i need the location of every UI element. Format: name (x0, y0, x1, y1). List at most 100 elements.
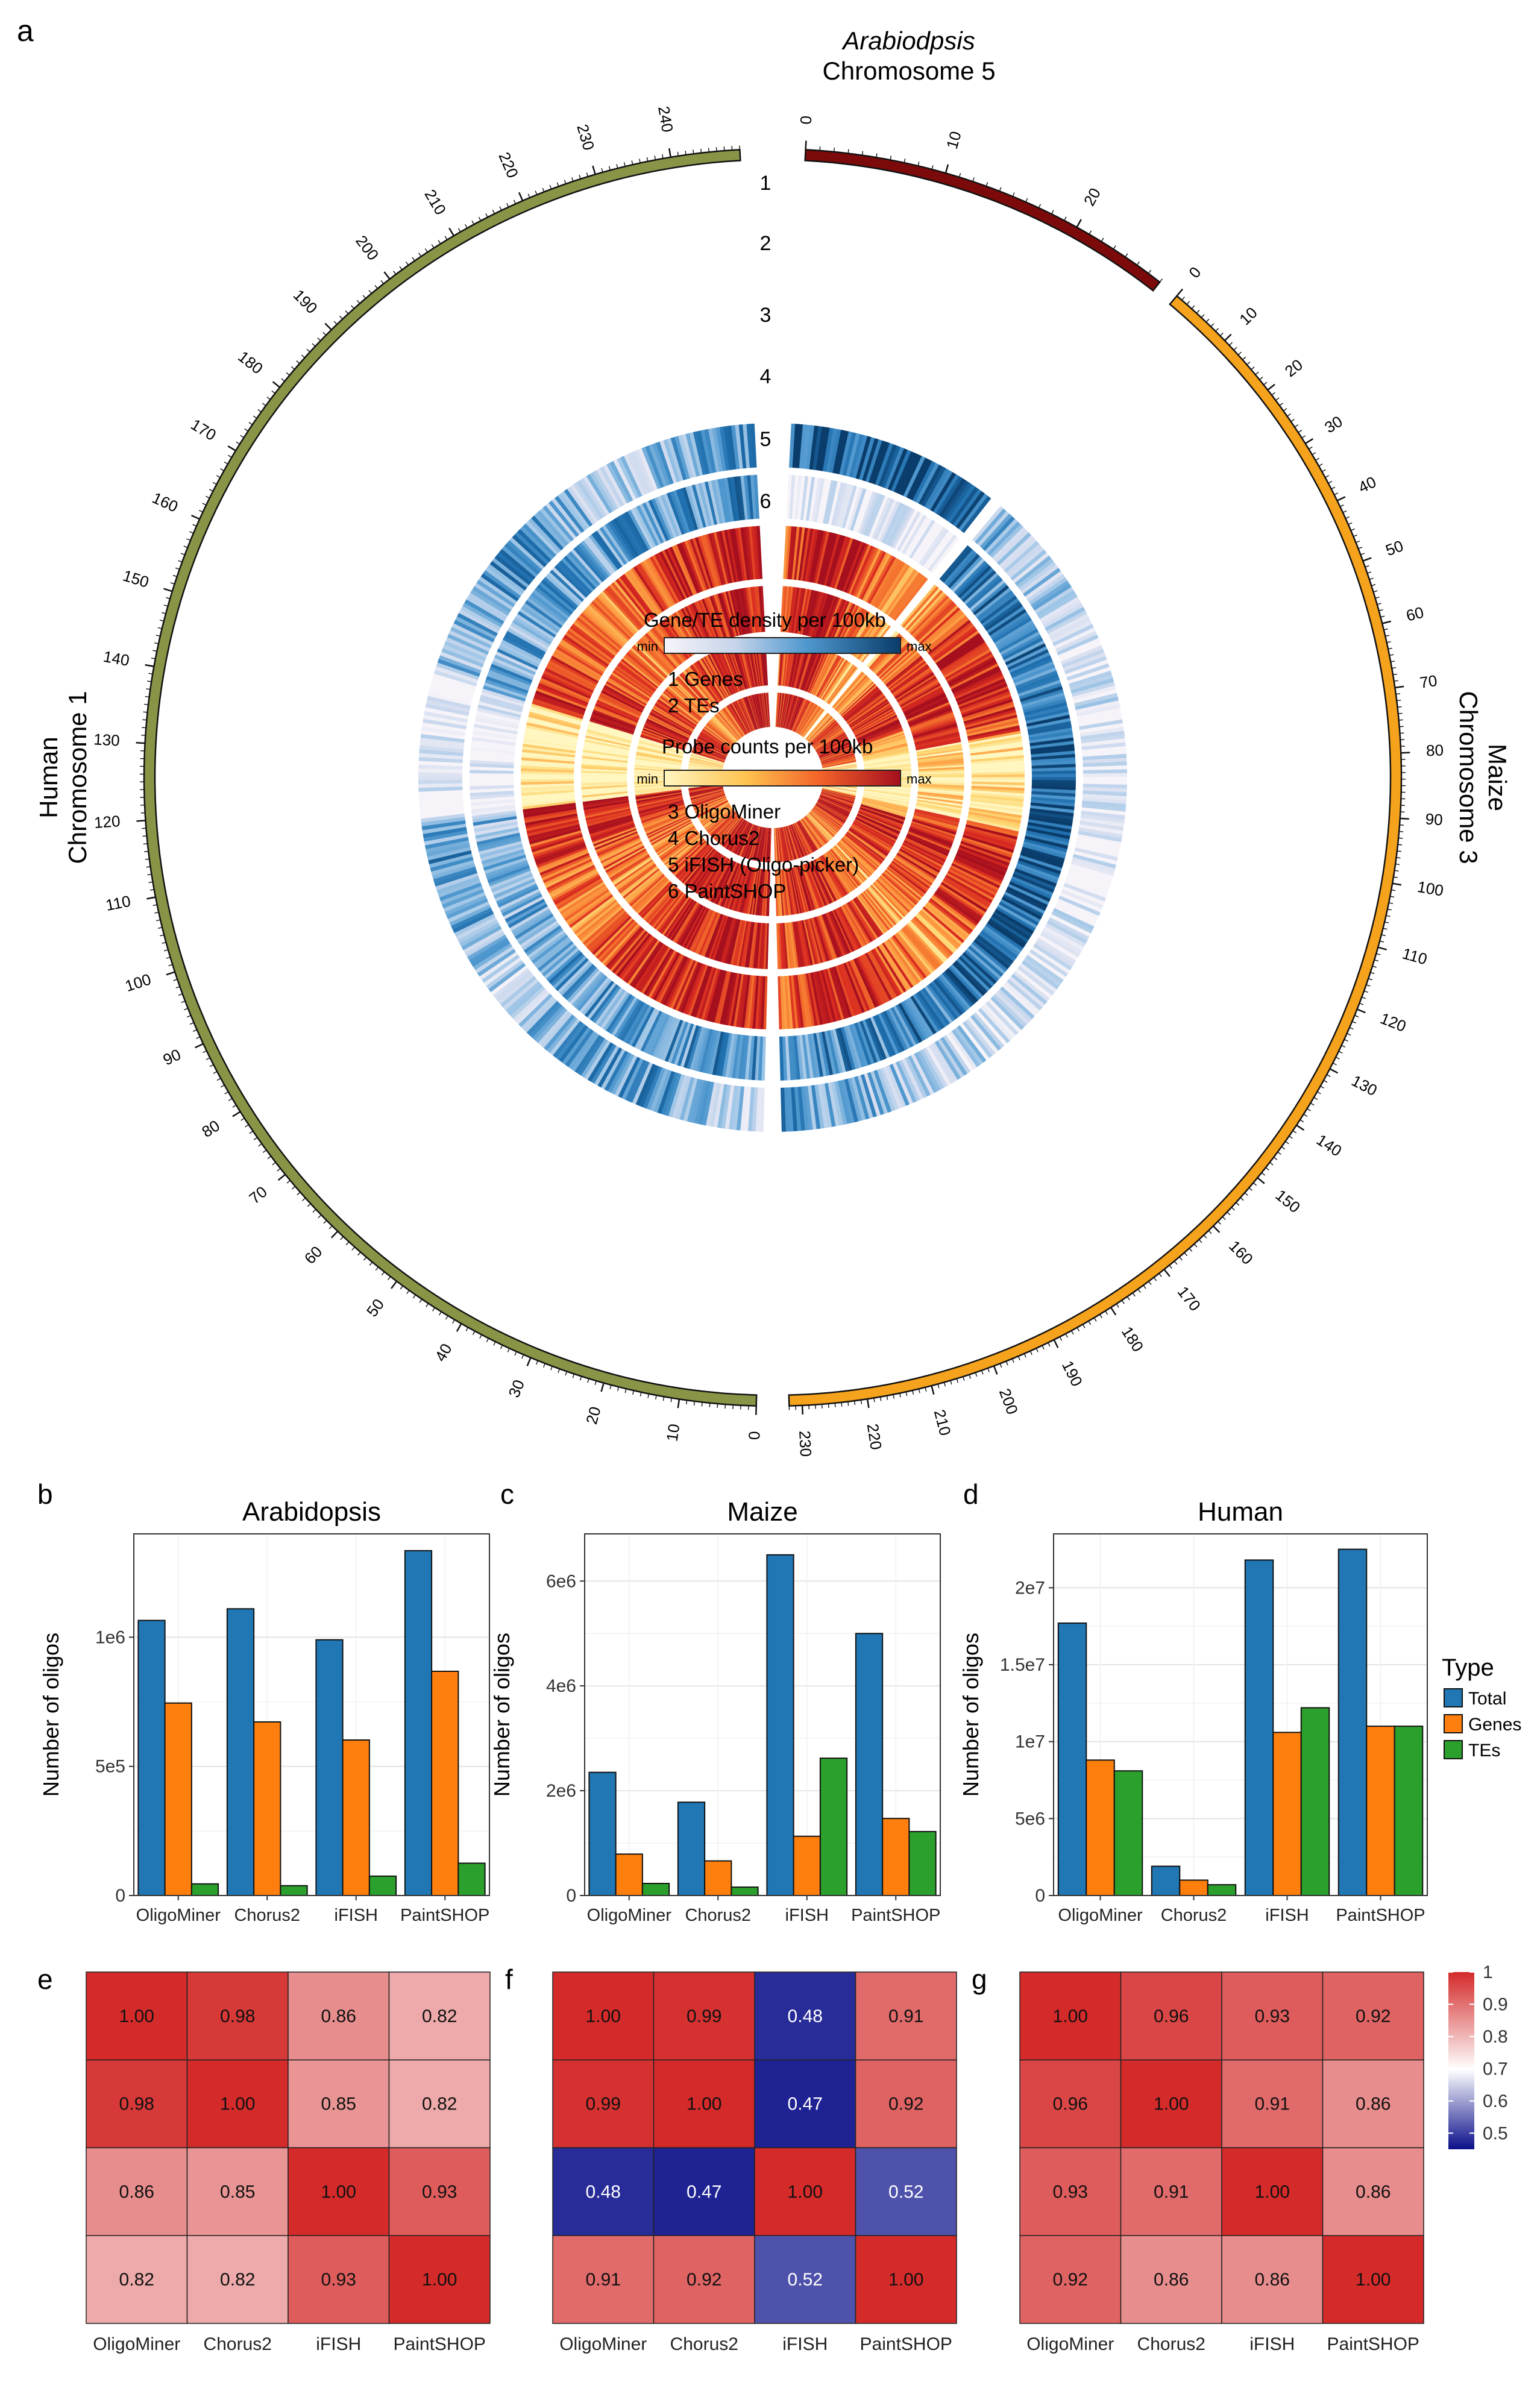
circos-bin (460, 606, 501, 630)
circos-tick (1399, 831, 1404, 832)
circos-bin (602, 524, 630, 564)
bar-chart-y-tick-label: 4e6 (546, 1676, 576, 1696)
heatmap-cell (1120, 2059, 1222, 2149)
circos-bin (592, 985, 621, 1023)
circos-bin (738, 588, 748, 635)
circos-bin (756, 827, 764, 861)
circos-bin (607, 851, 648, 876)
circos-bin (727, 645, 744, 691)
circos-bin (633, 506, 656, 548)
bar-genes-ifish (342, 1739, 370, 1896)
circos-bin (642, 729, 687, 747)
circos-bin (721, 648, 740, 692)
circos-bin (796, 821, 814, 853)
heatmap-cell (186, 2235, 289, 2324)
circos-bin (457, 612, 498, 636)
circos-bin (663, 439, 680, 483)
circos-bin (663, 493, 682, 536)
circos-bin (754, 526, 761, 579)
circos-bin (697, 600, 718, 644)
circos-bin (963, 706, 1016, 724)
circos-bin (562, 887, 608, 919)
circos-bin (728, 1085, 738, 1130)
maize-tick-label: 50 (1383, 536, 1406, 559)
circos-bin (702, 806, 732, 826)
circos-bin (1063, 652, 1106, 671)
circos-bin (734, 920, 746, 966)
circos-bin (692, 749, 725, 761)
circos-bin (962, 952, 997, 985)
circos-tick (1029, 1351, 1032, 1355)
circos-bin (794, 823, 810, 855)
circos-bin (555, 495, 585, 533)
circos-bin (471, 802, 515, 810)
circos-tick (1042, 1345, 1045, 1349)
circos-bin (907, 833, 951, 853)
circos-bin (654, 497, 674, 539)
circos-bin (680, 962, 702, 1013)
circos-bin (963, 831, 1016, 848)
circos-bin (792, 424, 800, 468)
bar-genes-paintshop (882, 1818, 910, 1896)
circos-bin (876, 946, 907, 993)
circos-bin (627, 940, 660, 985)
circos-bin (828, 666, 857, 705)
circos-bin (908, 593, 948, 634)
circos-bin (582, 756, 628, 763)
circos-tick (189, 531, 194, 534)
heatmap-cell (552, 1971, 655, 2061)
circos-bin (799, 705, 819, 735)
circos-bin (555, 648, 602, 678)
circos-tick (1203, 1234, 1207, 1239)
circos-bin (459, 609, 500, 633)
circos-bin (571, 623, 615, 658)
circos-bin (704, 808, 733, 829)
circos-bin (720, 817, 743, 846)
circos-tick (438, 240, 441, 244)
circos-bin (847, 831, 886, 859)
circos-bin (833, 673, 866, 709)
circos-bin (817, 532, 832, 585)
circos-bin (826, 428, 838, 473)
circos-bin (722, 708, 744, 737)
circos-bin (717, 1084, 728, 1128)
circos-bin (704, 726, 732, 748)
circos-bin (761, 869, 767, 916)
circos-bin (1038, 593, 1078, 620)
circos-bin (635, 792, 682, 802)
circos-bin (521, 759, 574, 766)
circos-bin (837, 964, 858, 1016)
circos-bin (806, 529, 819, 582)
circos-bin (689, 787, 723, 795)
circos-tick (1222, 1216, 1226, 1220)
circos-bin (835, 676, 869, 711)
circos-bin (700, 535, 718, 587)
circos-bin (581, 768, 627, 773)
circos-bin (734, 822, 750, 854)
circos-bin (690, 790, 724, 800)
circos-bin (666, 836, 703, 868)
circos-bin (535, 844, 586, 865)
circos-bin (822, 755, 855, 765)
circos-tick (821, 1404, 823, 1409)
circos-bin (586, 474, 613, 514)
circos-bin (638, 744, 684, 756)
circos-tick (1391, 661, 1395, 662)
circos-bin (699, 855, 725, 896)
circos-bin (967, 814, 1020, 827)
circos-bin (737, 643, 750, 689)
circos-bin (722, 818, 743, 847)
circos-tick (1246, 361, 1251, 365)
circos-bin (599, 466, 624, 507)
circos-bin (1055, 630, 1098, 653)
circos-tick (1386, 915, 1391, 917)
circos-bin (738, 699, 753, 732)
circos-bin (926, 617, 970, 653)
circos-bin (787, 922, 794, 969)
circos-bin (494, 554, 532, 585)
circos-bin (846, 1025, 862, 1069)
circos-bin (852, 823, 893, 848)
circos-bin (746, 526, 754, 580)
circos-bin (938, 637, 984, 669)
circos-bin (420, 741, 464, 750)
